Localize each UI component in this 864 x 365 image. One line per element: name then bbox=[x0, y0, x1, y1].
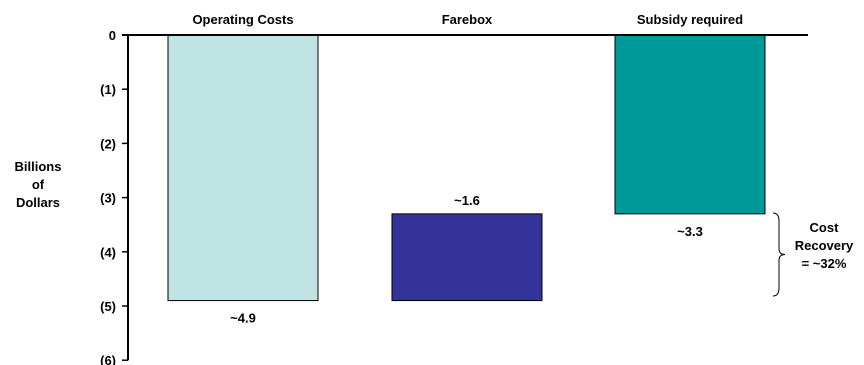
y-tick-labels: 0 (1) (2) (3) (4) (5) (6) bbox=[100, 28, 116, 365]
y-tick-label: (1) bbox=[100, 82, 116, 97]
y-tick-label: (5) bbox=[100, 299, 116, 314]
bars-group bbox=[167, 34, 766, 302]
bar-operating-costs bbox=[167, 34, 319, 302]
annotation-line: = ~32% bbox=[802, 256, 847, 271]
value-label: ~1.6 bbox=[454, 193, 480, 208]
category-label: Subsidy required bbox=[637, 12, 743, 27]
value-label: ~4.9 bbox=[230, 311, 256, 326]
y-tick-label: (3) bbox=[100, 191, 116, 206]
y-axis-label: Billions of Dollars bbox=[15, 159, 62, 210]
value-labels: ~4.9 ~1.6 ~3.3 bbox=[230, 193, 703, 326]
y-axis-label-line: Billions bbox=[15, 159, 62, 174]
category-label: Farebox bbox=[442, 12, 493, 27]
y-tick-label: (6) bbox=[100, 353, 116, 365]
y-axis-label-line: Dollars bbox=[16, 195, 60, 210]
y-tick-label: (2) bbox=[100, 136, 116, 151]
annotation-line: Cost bbox=[810, 220, 840, 235]
y-tick-label: (4) bbox=[100, 245, 116, 260]
bar-subsidy-required bbox=[614, 34, 766, 215]
annotation-line: Recovery bbox=[795, 238, 854, 253]
y-tick-label: 0 bbox=[109, 28, 116, 43]
category-labels: Operating Costs Farebox Subsidy required bbox=[192, 12, 743, 27]
brace-icon bbox=[772, 212, 786, 297]
category-label: Operating Costs bbox=[192, 12, 293, 27]
y-axis-label-line: of bbox=[32, 177, 45, 192]
cost-recovery-annotation: Cost Recovery = ~32% bbox=[772, 212, 854, 297]
axes-group bbox=[122, 34, 808, 361]
bar-farebox bbox=[391, 213, 543, 302]
value-label: ~3.3 bbox=[677, 224, 703, 239]
